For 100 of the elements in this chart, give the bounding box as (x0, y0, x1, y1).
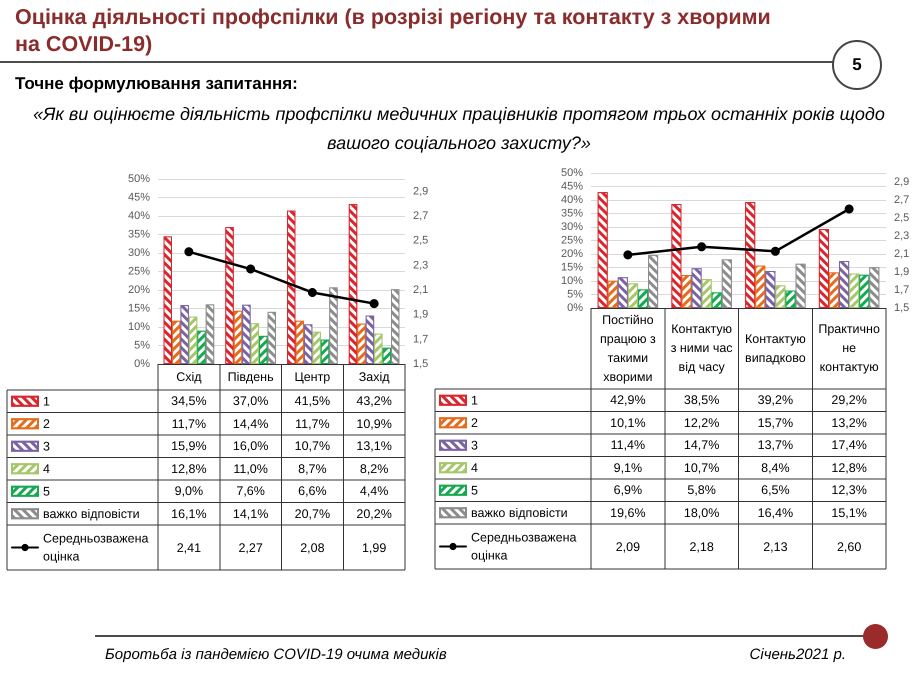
data-label: 13,1% (356, 439, 392, 454)
x-tick-label: Практично не контактую (817, 321, 881, 376)
data-label: 2,09 (616, 540, 640, 554)
legend-label: 1 (471, 393, 478, 408)
y-tick-label: 50% (128, 173, 150, 185)
y-tick-label: 10% (128, 321, 150, 333)
data-label: 12,8% (831, 460, 867, 475)
data-label: 16,0% (232, 439, 268, 454)
data-label: 2,18 (689, 540, 714, 554)
legend-label: 2 (471, 416, 478, 430)
y-tick-label: 25% (560, 234, 584, 246)
legend-label: 3 (43, 439, 50, 454)
data-label: 13,7% (758, 438, 794, 452)
y-tick-label: 35% (560, 208, 584, 220)
legend-label: Середньозважена оцінка (43, 532, 149, 564)
data-label: 41,5% (294, 394, 330, 408)
data-label: 2,13 (763, 540, 788, 554)
y2-tick-label: 1,5 (413, 358, 428, 370)
data-label: 11,7% (295, 416, 330, 431)
data-label: 5,8% (687, 483, 716, 498)
chart-subtitle: Точне формулювання запитання: (15, 73, 299, 95)
y2-tick-label: 1,7 (894, 284, 910, 296)
legend-label: 5 (471, 483, 478, 498)
y-tick-label: 40% (560, 194, 584, 206)
data-label: 2,60 (836, 540, 862, 554)
point (308, 288, 317, 297)
data-label: 37,0% (232, 394, 268, 408)
y2-tick-label: 1,7 (413, 333, 428, 346)
data-label: 1,99 (362, 540, 386, 554)
x-tick-label: Контактую з ними час від часу (670, 321, 734, 376)
y-tick-label: 15% (560, 262, 584, 274)
y-tick-label: 25% (128, 266, 150, 278)
data-label: 8,2% (360, 462, 388, 476)
data-label: 14,4% (232, 416, 268, 431)
legend-label: 2 (43, 416, 50, 431)
data-label: 15,9% (171, 439, 207, 454)
text: «Як ви оцінюєте діяльність профспілки медичних працівників протягом трьох останніх років щодо вашого соціального захисту?» (32, 103, 886, 155)
data-label: 11,7% (172, 416, 206, 431)
point (623, 250, 632, 260)
data-label: 10,7% (294, 439, 330, 454)
y-tick-label: 5% (134, 340, 150, 352)
point (370, 299, 379, 308)
y-tick-label: 20% (128, 284, 150, 296)
point (770, 246, 780, 256)
data-label: 20,2% (356, 506, 392, 521)
data-label: 10,1% (610, 416, 646, 430)
y-tick-label: 45% (128, 192, 150, 204)
text: Січень2021 р. (748, 645, 846, 664)
y2-tick-label: 2,5 (894, 212, 910, 224)
data-label: 14,1% (232, 506, 268, 521)
legend-label: 4 (43, 462, 50, 476)
legend-label: Середньозважена оцінка (471, 530, 577, 562)
legend-label: важко відповісти (471, 506, 568, 520)
data-label: 34,5% (171, 394, 207, 408)
y2-tick-label: 1,9 (894, 266, 910, 278)
y2-tick-label: 2,3 (413, 259, 428, 272)
y-tick-label: 30% (560, 221, 584, 233)
x-tick-label: Контактую випадково (744, 330, 807, 366)
y-tick-label: 35% (128, 228, 150, 240)
data-label: 11,0% (233, 462, 268, 476)
data-label: 2,27 (238, 540, 263, 554)
data-label: 12,3% (831, 483, 867, 498)
data-label: 12,2% (684, 416, 720, 430)
data-label: 10,9% (356, 416, 392, 431)
y2-tick-label: 1,9 (413, 308, 428, 321)
data-label: 9,0% (174, 484, 204, 498)
data-label: 9,1% (614, 460, 642, 475)
legend-label: 4 (471, 460, 478, 475)
data-label: 43,2% (356, 394, 392, 408)
point (246, 264, 256, 274)
y2-tick-label: 2,9 (413, 185, 428, 198)
y-tick-label: 50% (560, 167, 584, 179)
y-tick-label: 20% (560, 248, 584, 260)
y-tick-label: 30% (128, 247, 150, 259)
chart-title: Оцінка діяльності профспілки (в розрізі регіону та контакту з хворими на COVID-19) (15, 4, 772, 58)
data-label: 15,7% (758, 416, 794, 430)
legend-label: важко відповісти (43, 506, 140, 521)
data-label: 11,4% (610, 438, 646, 452)
x-tick-label: Схід (176, 368, 202, 386)
data-label: 6,6% (298, 484, 327, 498)
y-tick-label: 0% (134, 358, 150, 370)
text: 5 (851, 54, 863, 76)
text: Боротьба із пандемією COVID-19 очима медиків (105, 645, 448, 664)
y-tick-label: 40% (128, 210, 150, 222)
y-tick-label: 0% (567, 302, 584, 314)
y2-tick-label: 2,7 (894, 194, 910, 206)
y-tick-label: 15% (128, 302, 150, 314)
data-label: 10,7% (684, 460, 720, 475)
data-label: 6,5% (761, 483, 790, 498)
data-label: 8,7% (298, 462, 327, 476)
y2-tick-label: 2,7 (413, 210, 428, 222)
legend-label: 3 (471, 438, 478, 452)
y2-tick-label: 2,1 (413, 284, 428, 296)
x-tick-label: Центр (294, 368, 330, 386)
data-label: 8,4% (761, 460, 790, 475)
x-tick-label: Постійно працюю з такими хворими (598, 312, 657, 386)
data-label: 16,1% (171, 506, 207, 521)
y-tick-label: 5% (567, 288, 584, 300)
data-label: 6,9% (614, 483, 642, 498)
y2-tick-label: 2,3 (894, 230, 910, 242)
